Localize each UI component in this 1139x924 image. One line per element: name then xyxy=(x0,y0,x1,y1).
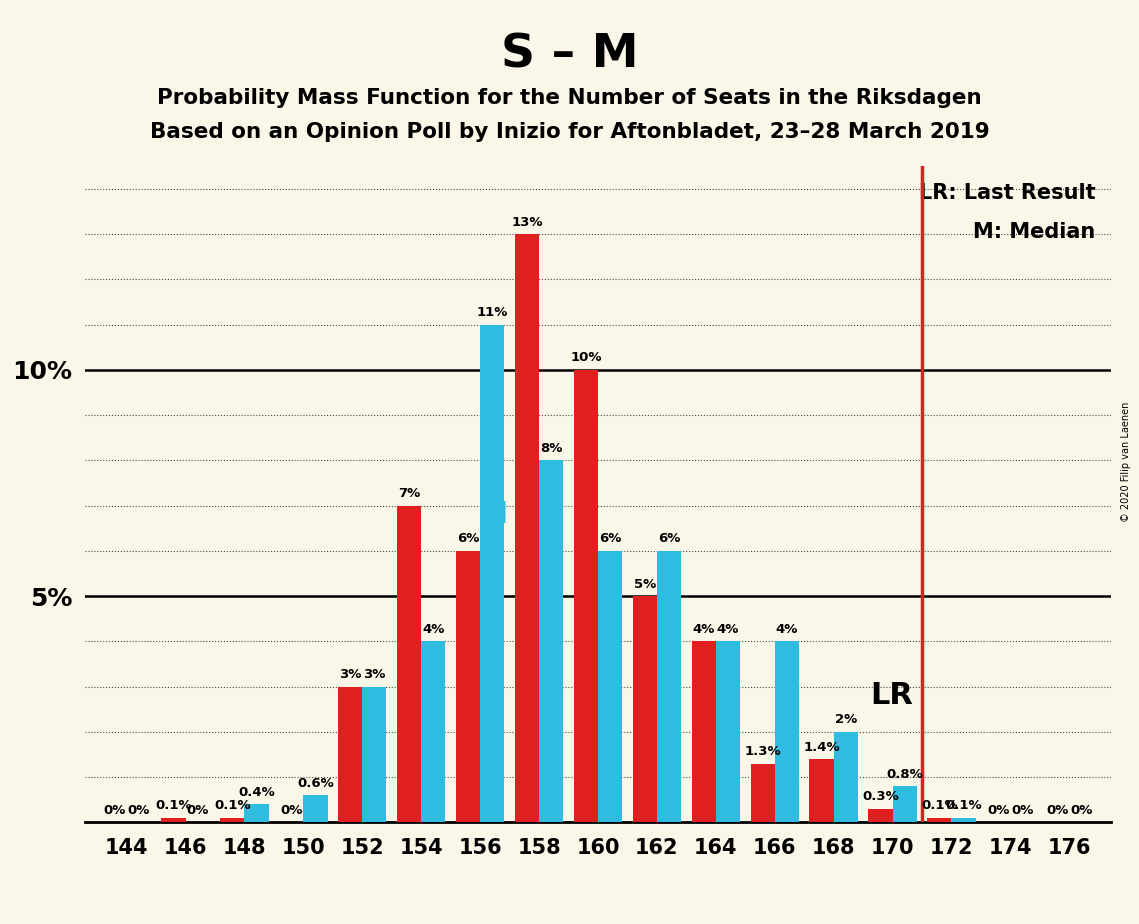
Text: 0.4%: 0.4% xyxy=(238,785,274,799)
Text: 0%: 0% xyxy=(128,804,150,817)
Bar xyxy=(810,759,834,822)
Text: Probability Mass Function for the Number of Seats in the Riksdagen: Probability Mass Function for the Number… xyxy=(157,88,982,108)
Text: 0%: 0% xyxy=(1011,804,1033,817)
Bar xyxy=(481,324,505,822)
Bar xyxy=(751,763,775,822)
Bar xyxy=(515,234,539,822)
Bar xyxy=(421,641,445,822)
Text: 0.1%: 0.1% xyxy=(155,799,191,812)
Bar xyxy=(398,505,421,822)
Text: LR: Last Result: LR: Last Result xyxy=(918,183,1096,202)
Bar xyxy=(220,818,245,822)
Bar xyxy=(868,808,893,822)
Bar xyxy=(927,818,951,822)
Bar xyxy=(539,460,563,822)
Text: M: M xyxy=(477,500,507,529)
Bar xyxy=(893,786,917,822)
Text: 6%: 6% xyxy=(457,532,480,545)
Text: 1.3%: 1.3% xyxy=(744,745,781,758)
Bar xyxy=(362,687,386,822)
Bar xyxy=(715,641,740,822)
Bar xyxy=(951,818,976,822)
Text: 3%: 3% xyxy=(339,668,361,681)
Bar xyxy=(598,551,622,822)
Text: 1.4%: 1.4% xyxy=(803,741,839,754)
Text: 11%: 11% xyxy=(476,306,508,320)
Text: 5%: 5% xyxy=(633,578,656,590)
Text: 0.6%: 0.6% xyxy=(297,777,334,790)
Text: 6%: 6% xyxy=(599,532,621,545)
Bar xyxy=(691,641,715,822)
Bar xyxy=(834,732,858,822)
Text: 0%: 0% xyxy=(187,804,208,817)
Text: 0%: 0% xyxy=(1071,804,1092,817)
Text: 0%: 0% xyxy=(1046,804,1068,817)
Bar xyxy=(775,641,798,822)
Text: 6%: 6% xyxy=(658,532,680,545)
Bar xyxy=(574,370,598,822)
Text: 0.1%: 0.1% xyxy=(214,799,251,812)
Text: 4%: 4% xyxy=(693,623,715,636)
Bar xyxy=(657,551,681,822)
Text: 4%: 4% xyxy=(423,623,444,636)
Text: Based on an Opinion Poll by Inizio for Aftonbladet, 23–28 March 2019: Based on an Opinion Poll by Inizio for A… xyxy=(149,122,990,142)
Text: 0.8%: 0.8% xyxy=(886,768,923,781)
Bar xyxy=(245,804,269,822)
Text: 8%: 8% xyxy=(540,442,563,455)
Text: 0.1%: 0.1% xyxy=(921,799,958,812)
Text: 13%: 13% xyxy=(511,216,543,229)
Text: M: Median: M: Median xyxy=(973,222,1096,242)
Text: 7%: 7% xyxy=(398,487,420,500)
Bar xyxy=(633,596,657,822)
Bar xyxy=(162,818,186,822)
Bar xyxy=(456,551,481,822)
Text: LR: LR xyxy=(870,681,913,711)
Text: 3%: 3% xyxy=(363,668,386,681)
Text: © 2020 Filip van Laenen: © 2020 Filip van Laenen xyxy=(1121,402,1131,522)
Text: 0.3%: 0.3% xyxy=(862,790,899,803)
Text: 0.1%: 0.1% xyxy=(945,799,982,812)
Text: 4%: 4% xyxy=(716,623,739,636)
Text: 2%: 2% xyxy=(835,713,857,726)
Bar xyxy=(303,796,328,822)
Text: S – M: S – M xyxy=(501,32,638,78)
Bar xyxy=(338,687,362,822)
Text: 0%: 0% xyxy=(280,804,303,817)
Text: 0%: 0% xyxy=(988,804,1009,817)
Text: 0%: 0% xyxy=(104,804,125,817)
Text: 10%: 10% xyxy=(571,351,601,364)
Text: 4%: 4% xyxy=(776,623,798,636)
